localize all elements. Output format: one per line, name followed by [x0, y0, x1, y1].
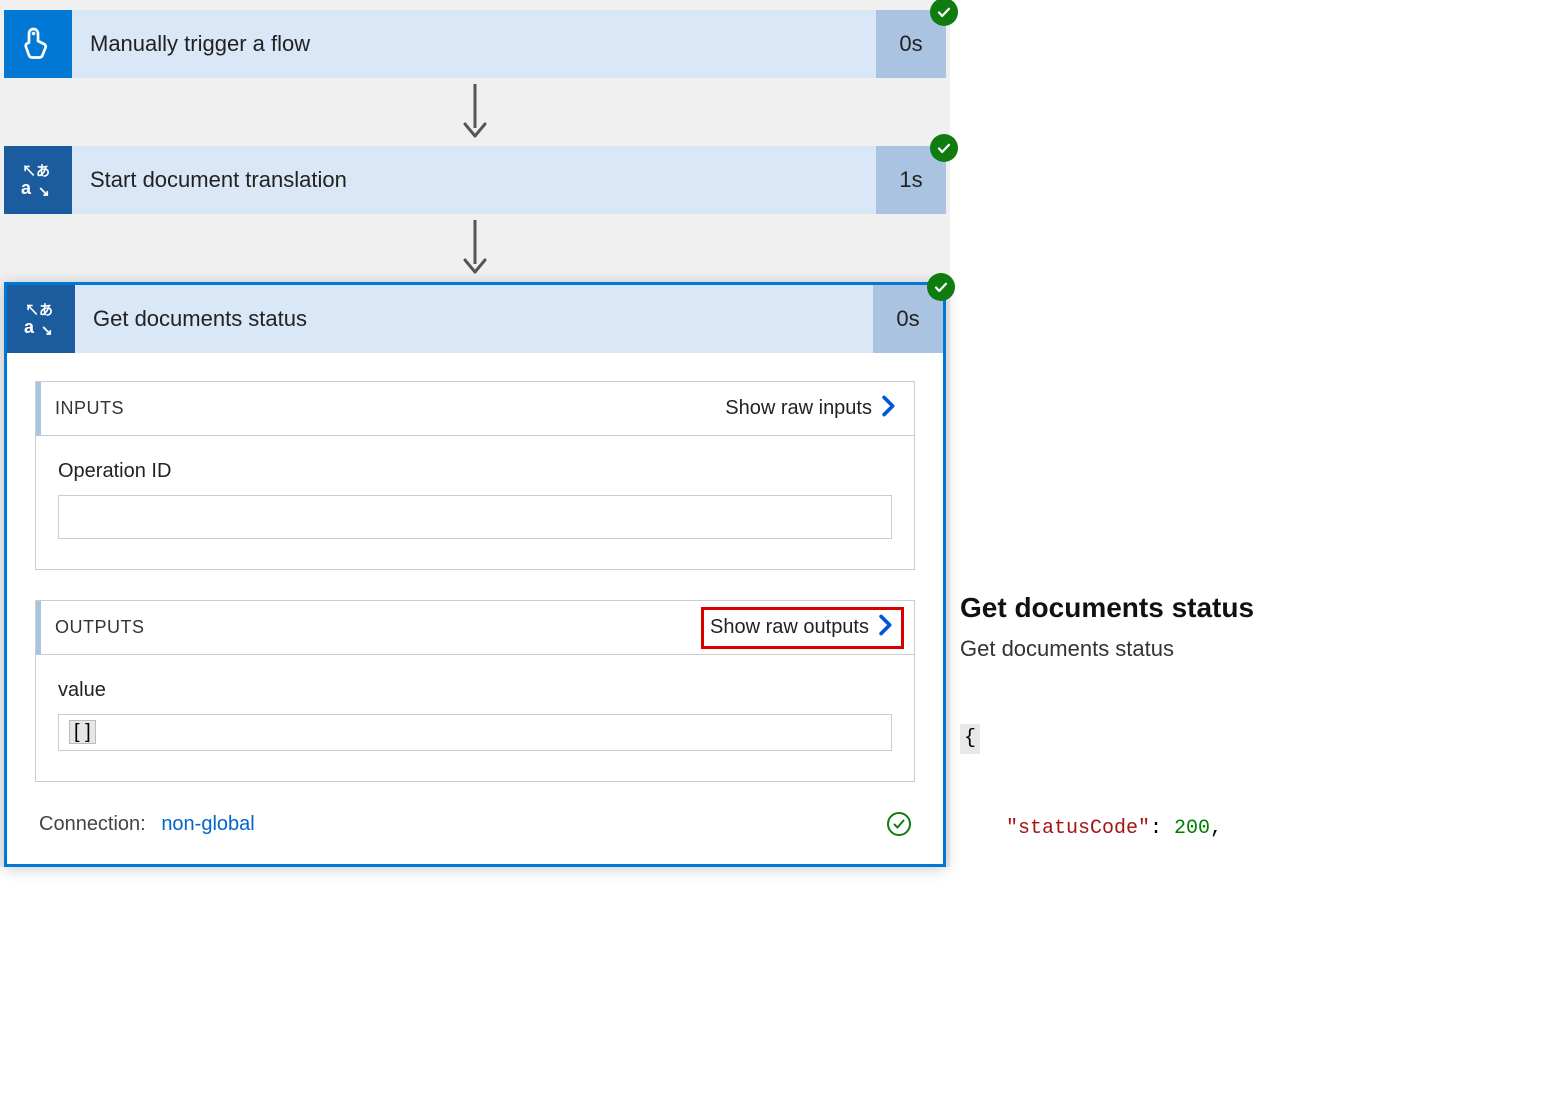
- success-badge-icon: [930, 0, 958, 26]
- step-body: INPUTS Show raw inputs Operation ID: [7, 353, 943, 864]
- show-raw-outputs-button[interactable]: Show raw outputs: [701, 607, 904, 649]
- show-raw-inputs-label: Show raw inputs: [725, 397, 872, 420]
- json-brace: {: [960, 724, 980, 754]
- svg-text:a: a: [21, 178, 32, 198]
- show-raw-inputs-button[interactable]: Show raw inputs: [719, 391, 904, 427]
- step-title: Start document translation: [72, 146, 876, 214]
- json-key: "statusCode": [1006, 817, 1150, 840]
- svg-text:↘: ↘: [41, 322, 53, 338]
- success-badge-icon: [930, 134, 958, 162]
- success-badge-icon: [927, 273, 955, 301]
- outputs-section: OUTPUTS Show raw outputs value [ ]: [35, 600, 915, 782]
- connection-link[interactable]: non-global: [161, 813, 254, 835]
- chevron-right-icon: [880, 395, 898, 423]
- translate-icon: ↖あ a ↘: [7, 285, 75, 353]
- value-label: value: [58, 679, 892, 702]
- flow-step-manual-trigger[interactable]: Manually trigger a flow 0s: [4, 10, 946, 78]
- translate-icon: ↖あ a ↘: [4, 146, 72, 214]
- flow-step-start-translation[interactable]: ↖あ a ↘ Start document translation 1s: [4, 146, 946, 214]
- inputs-section: INPUTS Show raw inputs Operation ID: [35, 381, 915, 570]
- svg-text:a: a: [24, 317, 35, 337]
- svg-text:↖あ: ↖あ: [25, 302, 53, 318]
- svg-text:↖あ: ↖あ: [22, 163, 50, 179]
- value-output-box: [ ]: [58, 714, 892, 751]
- arrow-connector-icon: [0, 78, 950, 146]
- inputs-label: INPUTS: [55, 398, 124, 419]
- value-output: [ ]: [69, 720, 96, 744]
- step-title: Get documents status: [75, 285, 873, 353]
- show-raw-outputs-label: Show raw outputs: [710, 616, 869, 639]
- connection-status-icon: [887, 812, 911, 836]
- flow-canvas: Manually trigger a flow 0s ↖あ a ↘ Start …: [0, 0, 950, 867]
- connection-row: Connection: non-global: [35, 812, 915, 844]
- operation-id-label: Operation ID: [58, 460, 892, 483]
- raw-output-title: Get documents status: [960, 592, 1535, 624]
- outputs-label: OUTPUTS: [55, 617, 145, 638]
- svg-text:↘: ↘: [38, 183, 50, 199]
- arrow-connector-icon: [0, 214, 950, 282]
- flow-step-get-documents-status[interactable]: ↖あ a ↘ Get documents status 0s INPUTS Sh…: [4, 282, 946, 867]
- manual-trigger-icon: [4, 10, 72, 78]
- raw-output-panel: Get documents status Get documents statu…: [960, 592, 1535, 904]
- raw-output-json: { "statusCode": 200,: [960, 664, 1535, 904]
- chevron-right-icon: [877, 614, 895, 642]
- connection-label: Connection:: [39, 813, 146, 835]
- operation-id-input[interactable]: [58, 495, 892, 539]
- json-value: 200: [1174, 817, 1210, 840]
- step-title: Manually trigger a flow: [72, 10, 876, 78]
- raw-output-subtitle: Get documents status: [960, 636, 1535, 662]
